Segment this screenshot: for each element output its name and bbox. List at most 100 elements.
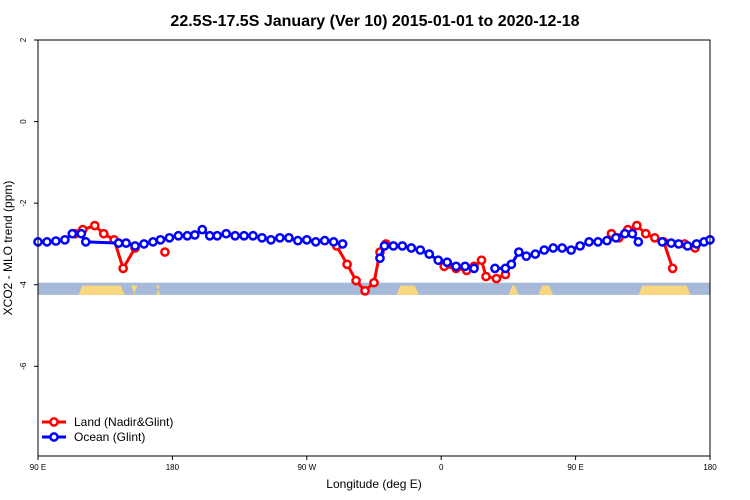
data-point [319, 235, 330, 246]
data-point [189, 230, 200, 240]
y-tick-label: 2 [19, 37, 28, 42]
data-point [337, 239, 348, 249]
data-point [451, 261, 461, 272]
data-point [139, 239, 149, 249]
data-point [620, 228, 630, 239]
data-point [351, 275, 361, 286]
y-axis-label: XCO2 - MLO trend (ppm) [1, 181, 15, 316]
data-point [593, 237, 603, 247]
data-point [328, 237, 339, 247]
data-point [155, 234, 166, 245]
data-point [611, 232, 621, 243]
data-point [80, 237, 91, 247]
data-point [388, 241, 399, 251]
y-tick-label: -4 [19, 281, 28, 289]
data-point [649, 232, 660, 243]
data-point [566, 245, 576, 255]
data-point [51, 236, 61, 246]
data-point [292, 235, 303, 246]
data-point [182, 230, 193, 241]
data-point [424, 249, 435, 259]
data-point [204, 230, 215, 241]
legend-label: Ocean (Glint) [74, 430, 145, 444]
data-point [442, 257, 453, 268]
x-axis: 90 E 180 90 W 0 90 E 180 [30, 456, 717, 472]
land-band [508, 285, 519, 295]
data-point [164, 232, 175, 243]
land-band [78, 285, 125, 295]
data-point [514, 247, 524, 257]
surface-band [38, 282, 710, 295]
data-point [60, 234, 70, 245]
data-point [673, 239, 684, 249]
chart-title: 22.5S-17.5S January (Ver 10) 2015-01-01 … [170, 13, 579, 30]
data-point [476, 255, 487, 266]
data-point [197, 224, 208, 235]
data-point [691, 239, 702, 249]
x-axis-label: Longitude (deg E) [326, 477, 421, 491]
x-tick-label: 90 W [297, 463, 316, 472]
x-tick-label: 90 E [30, 463, 46, 472]
data-point [490, 263, 500, 274]
data-point [667, 263, 678, 274]
data-point [67, 228, 78, 239]
legend-item: Land (Nadir&Glint) [42, 415, 173, 429]
data-point [230, 230, 240, 241]
data-point [89, 220, 100, 231]
y-axis: 2 0 -2 -4 -6 [19, 37, 38, 370]
legend-marker [49, 417, 59, 427]
series-layer [33, 220, 715, 296]
data-point [575, 241, 585, 251]
x-tick-label: 0 [439, 463, 444, 472]
data-point [557, 243, 568, 253]
data-point [406, 243, 417, 253]
data-point [148, 237, 158, 247]
y-tick-label: -2 [19, 199, 28, 207]
data-point [602, 235, 612, 246]
data-point [433, 255, 444, 266]
data-point [248, 230, 258, 241]
data-point [310, 237, 321, 247]
data-point [76, 228, 87, 239]
data-point [657, 237, 668, 247]
data-point [584, 237, 594, 247]
data-point [415, 245, 426, 255]
data-point [379, 241, 390, 251]
legend: Land (Nadir&Glint)Ocean (Glint) [42, 415, 173, 444]
land-band [538, 285, 554, 295]
land-band [155, 285, 161, 295]
data-point [266, 234, 276, 245]
data-point [506, 259, 517, 270]
plot-frame [37, 39, 711, 457]
data-point [469, 263, 479, 274]
data-point [342, 259, 352, 270]
data-point [42, 237, 52, 247]
data-point [173, 230, 184, 241]
data-point [627, 228, 638, 239]
data-point [460, 261, 470, 272]
data-point [548, 243, 559, 253]
data-point [369, 277, 379, 288]
data-point [257, 232, 267, 243]
x-tick-label: 90 E [567, 463, 583, 472]
y-tick-label: -6 [19, 362, 28, 370]
data-point [666, 238, 677, 248]
data-point [239, 230, 249, 241]
data-point [160, 247, 170, 257]
legend-item: Ocean (Glint) [42, 430, 145, 444]
data-point [118, 263, 128, 274]
data-point [481, 271, 491, 282]
x-tick-label: 180 [703, 463, 717, 472]
y-tick-label: 0 [19, 119, 28, 124]
ocean-series [33, 224, 715, 274]
data-point [301, 234, 312, 245]
land-band [131, 285, 138, 295]
x-tick-label: 180 [166, 463, 180, 472]
land-band [396, 285, 419, 295]
data-point [530, 249, 541, 259]
data-point [221, 228, 232, 239]
legend-label: Land (Nadir&Glint) [74, 415, 173, 429]
data-point [113, 238, 124, 248]
data-point [284, 232, 294, 243]
data-point [539, 245, 550, 255]
